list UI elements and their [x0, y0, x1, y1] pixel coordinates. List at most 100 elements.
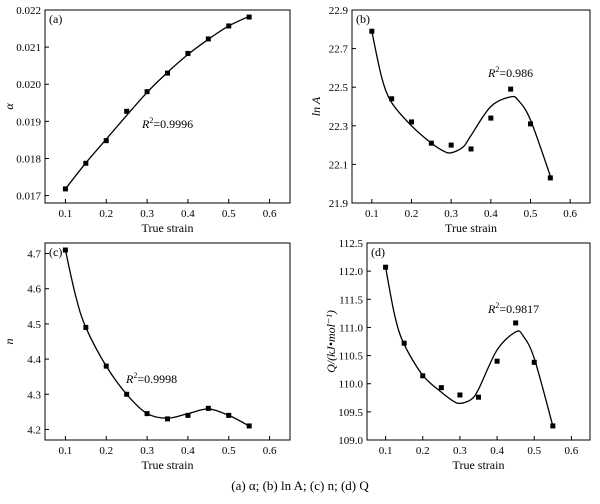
data-point: [468, 146, 474, 152]
data-point: [531, 359, 537, 365]
plot-frame: [44, 9, 291, 204]
x-tick-label: 0.1: [59, 208, 73, 220]
data-point: [409, 119, 414, 125]
data-point: [438, 385, 444, 391]
x-tick-label: 0.2: [416, 445, 430, 457]
data-point: [547, 175, 553, 181]
y-tick-label: 4.7: [27, 249, 41, 261]
x-tick-label: 0.5: [524, 208, 538, 220]
data-point: [144, 89, 150, 95]
y-tick-label: 109.5: [338, 407, 363, 419]
y-tick-label: 0.017: [16, 191, 41, 203]
data-point: [226, 412, 232, 418]
data-point: [246, 423, 252, 429]
data-point: [476, 394, 481, 400]
x-tick-label: 0.2: [99, 445, 113, 457]
x-tick-label: 0.6: [263, 208, 277, 220]
data-point: [103, 138, 109, 144]
data-point: [62, 186, 68, 192]
x-axis-label: True strain: [453, 458, 505, 472]
x-tick-label: 0.2: [405, 208, 419, 220]
x-tick-label: 0.4: [181, 445, 195, 457]
panel-b-lnA: 0.1 0.2 0.3 0.4 0.5 0.6 21.9 22.1 22.3 22.5 22.7 22…: [309, 5, 591, 235]
y-tick-label: 22.9: [329, 5, 349, 17]
y-axis-label: n: [2, 339, 16, 345]
data-point: [494, 358, 500, 364]
panel-label: (c): [49, 245, 62, 259]
x-axis-label: True strain: [142, 221, 194, 235]
panel-a-alpha: 0.1 0.2 0.3 0.4 0.5 0.6 0.017 0.018 0.019 0.020 0.…: [2, 5, 291, 235]
x-tick-label: 0.3: [140, 208, 154, 220]
y-axis-label: ln A: [309, 96, 323, 116]
fit-curve: [64, 249, 250, 427]
r-squared-annotation: R2=0.9817: [487, 301, 539, 316]
fit-curve: [64, 15, 250, 190]
fit-curve: [371, 31, 551, 177]
data-point: [185, 412, 191, 418]
r-squared-annotation: R2=0.9998: [125, 371, 177, 386]
data-point: [83, 324, 89, 330]
data-point: [226, 23, 232, 29]
y-tick-label: 22.3: [329, 121, 349, 133]
y-tick-label: 22.1: [329, 159, 348, 171]
fit-curve: [384, 267, 554, 427]
data-point: [144, 411, 150, 417]
y-tick-label: 21.9: [329, 198, 349, 210]
data-point: [124, 108, 130, 114]
y-tick-label: 4.5: [27, 319, 41, 331]
data-point: [124, 391, 130, 397]
panel-c-n: 0.1 0.2 0.3 0.4 0.5 0.6 4.2 4.3 4.4 4.5 4.6 4.7 True…: [2, 242, 291, 472]
x-tick-label: 0.4: [490, 445, 504, 457]
figure-caption: (a) α; (b) ln A; (c) n; (d) Q: [231, 478, 369, 493]
panel-d-Q: 0.1 0.2 0.3 0.4 0.5 0.6 109.0 109.5 110.0 110.5 11…: [324, 238, 591, 472]
x-tick-label: 0.3: [140, 445, 154, 457]
data-point: [389, 96, 395, 102]
plot-frame: [366, 242, 591, 441]
y-tick-label: 0.019: [16, 116, 41, 128]
plot-frame: [44, 242, 291, 441]
data-point: [528, 121, 533, 127]
x-tick-label: 0.5: [222, 208, 236, 220]
x-tick-label: 0.6: [563, 208, 577, 220]
data-point: [103, 363, 109, 369]
data-point: [165, 416, 170, 422]
y-tick-label: 110.5: [339, 351, 364, 363]
x-tick-label: 0.6: [263, 445, 277, 457]
x-tick-label: 0.6: [565, 445, 579, 457]
x-tick-label: 0.1: [379, 445, 393, 457]
data-point: [83, 160, 89, 166]
y-tick-label: 4.3: [27, 389, 41, 401]
x-tick-label: 0.3: [444, 208, 458, 220]
y-tick-label: 22.7: [329, 44, 349, 56]
data-point: [448, 142, 454, 148]
y-tick-label: 4.6: [27, 284, 41, 296]
x-tick-label: 0.5: [222, 445, 236, 457]
data-point: [205, 36, 211, 42]
data-point: [185, 50, 191, 56]
x-tick-label: 0.4: [484, 208, 498, 220]
x-tick-label: 0.3: [453, 445, 467, 457]
data-point: [401, 340, 407, 346]
y-axis-label: Q/(kJ•mol⁻¹): [324, 310, 338, 373]
y-tick-label: 0.021: [16, 42, 41, 54]
y-tick-label: 0.018: [16, 153, 41, 165]
panel-label: (d): [371, 245, 385, 259]
y-tick-label: 0.022: [16, 5, 41, 17]
x-axis-label: True strain: [142, 458, 194, 472]
r-squared-annotation: R2=0.9996: [141, 116, 193, 131]
data-point: [62, 247, 68, 253]
x-tick-label: 0.1: [59, 445, 73, 457]
y-tick-label: 112.0: [339, 266, 364, 278]
y-tick-label: 22.5: [329, 82, 349, 94]
data-point: [165, 70, 170, 76]
y-tick-label: 111.0: [339, 322, 363, 334]
y-tick-label: 112.5: [339, 238, 364, 250]
plot-frame: [351, 9, 591, 204]
panel-label: (a): [49, 12, 62, 26]
y-tick-label: 4.4: [27, 354, 41, 366]
y-tick-label: 0.020: [16, 79, 41, 91]
data-point: [508, 86, 514, 92]
data-point: [369, 28, 375, 34]
y-axis-label: α: [2, 103, 16, 110]
